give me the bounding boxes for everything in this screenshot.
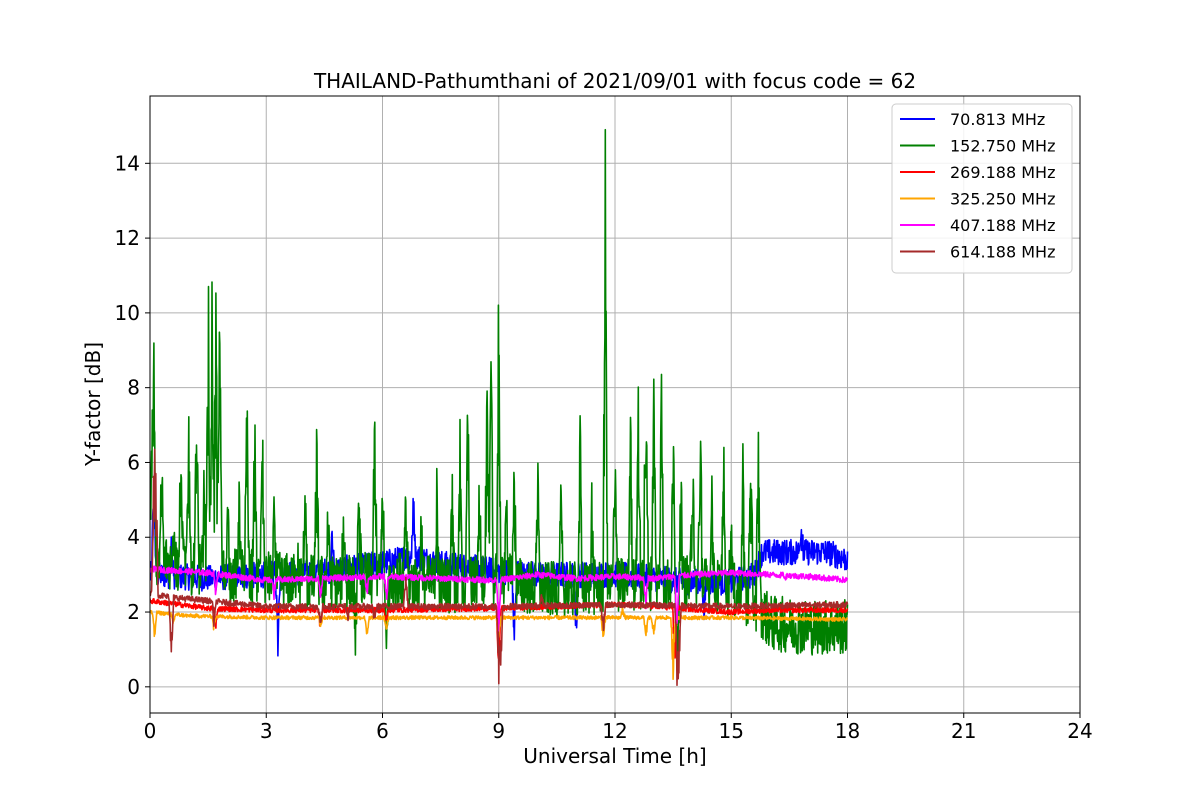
legend: 70.813 MHz 152.750 MHz 269.188 MHz 325.250 … xyxy=(891,103,1073,274)
legend-label: 70.813 MHz xyxy=(950,110,1045,129)
series-layer xyxy=(150,128,849,686)
x-tick-label: 0 xyxy=(144,719,157,743)
y-axis-label: Y-factor [dB] xyxy=(81,342,105,467)
chart-title: THAILAND-Pathumthani of 2021/09/01 with … xyxy=(313,69,916,93)
legend-label: 407.188 MHz xyxy=(950,216,1055,235)
legend-label: 614.188 MHz xyxy=(950,243,1055,262)
x-tick-label: 12 xyxy=(602,719,627,743)
x-tick-label: 15 xyxy=(719,719,744,743)
y-tick-label: 0 xyxy=(127,675,140,699)
legend-label: 325.250 MHz xyxy=(950,190,1055,209)
x-axis-ticks: 0 3 6 9 12 15 18 21 24 xyxy=(144,713,1093,743)
legend-box xyxy=(891,103,1073,274)
x-tick-label: 21 xyxy=(951,719,976,743)
y-tick-label: 4 xyxy=(127,525,140,549)
legend-label: 269.188 MHz xyxy=(950,163,1055,182)
x-tick-label: 3 xyxy=(260,719,273,743)
y-tick-label: 8 xyxy=(127,376,140,400)
series-line-5 xyxy=(150,448,849,686)
x-axis-label: Universal Time [h] xyxy=(523,744,706,768)
y-tick-label: 14 xyxy=(115,151,140,175)
legend-label: 152.750 MHz xyxy=(950,137,1055,156)
y-tick-label: 6 xyxy=(127,450,140,474)
x-tick-label: 18 xyxy=(835,719,860,743)
y-axis-ticks: 0 2 4 6 8 10 12 14 xyxy=(115,151,150,699)
series-line-4 xyxy=(150,565,849,634)
x-tick-label: 9 xyxy=(492,719,505,743)
series-line-1 xyxy=(150,128,849,671)
x-tick-label: 24 xyxy=(1067,719,1092,743)
y-tick-label: 12 xyxy=(115,226,140,250)
y-tick-label: 10 xyxy=(115,301,140,325)
x-tick-label: 6 xyxy=(376,719,389,743)
y-tick-label: 2 xyxy=(127,600,140,624)
